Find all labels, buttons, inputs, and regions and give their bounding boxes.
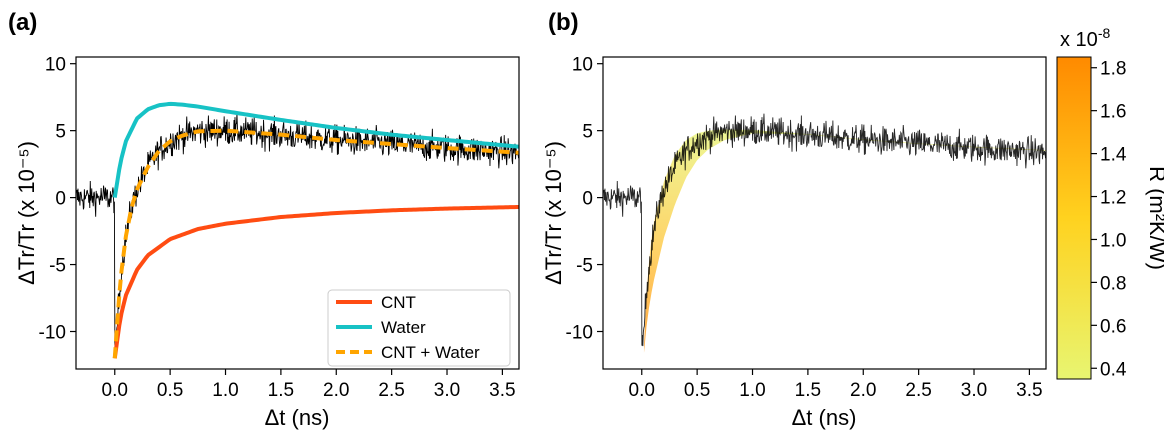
- panel-b-measured-data-line: [603, 113, 1046, 347]
- x-tick-label: 1.0: [212, 380, 238, 401]
- x-tick-label: 1.5: [268, 380, 294, 401]
- y-tick-label: -10: [39, 323, 66, 344]
- colorbar-multiplier-base: x 10: [1060, 29, 1098, 51]
- x-tick-label: 0.0: [629, 380, 655, 401]
- panel-a-ylabel: ΔTr/Tr (x 10⁻⁵): [14, 141, 39, 285]
- colorbar-gradient: [1056, 56, 1092, 380]
- colorbar-tick-label: 0.8: [1100, 273, 1126, 294]
- legend-label-cnt-water: CNT + Water: [381, 343, 480, 362]
- panel-b-frame: [602, 56, 1047, 370]
- panel-a-legend: CNT Water CNT + Water: [327, 289, 511, 367]
- panel-b-fit-range-band: [643, 129, 1046, 353]
- y-tick-label: 0: [582, 189, 593, 210]
- y-tick-label: 5: [582, 122, 593, 143]
- colorbar-multiplier-exp: -8: [1098, 25, 1111, 41]
- x-tick-label: 3.5: [489, 380, 515, 401]
- panel-a-ticks: 0.0 0.5 1.0 1.5 2.0 2.5 3.0 3.5 10 5 0 -5 -10: [39, 55, 516, 401]
- y-tick-label: 5: [55, 122, 66, 143]
- panel-b-plot-area: [603, 113, 1046, 353]
- legend-label-cnt: CNT: [381, 293, 416, 312]
- colorbar-tick-label: 1.8: [1100, 59, 1126, 80]
- panel-a-measured-data-line: [76, 113, 519, 347]
- colorbar-tick-label: 1.6: [1100, 102, 1126, 123]
- y-tick-label: 0: [55, 189, 66, 210]
- chart-panel-a: 0.0 0.5 1.0 1.5 2.0 2.5 3.0 3.5 10 5 0 -5 -10 Δt (ns…: [14, 55, 520, 430]
- x-tick-label: 2.5: [378, 380, 404, 401]
- x-tick-label: 2.5: [905, 380, 931, 401]
- x-tick-label: 0.5: [157, 380, 183, 401]
- colorbar-ticks: 0.4 0.6 0.8 1.0 1.2 1.4 1.6 1.8: [1091, 59, 1127, 380]
- cnt-curve: [112, 204, 519, 359]
- colorbar-tick-label: 1.4: [1100, 145, 1127, 166]
- x-tick-label: 1.0: [739, 380, 765, 401]
- x-tick-label: 2.0: [850, 380, 876, 401]
- panel-a-plot-area: [76, 101, 519, 359]
- colorbar-tick-label: 1.2: [1100, 188, 1126, 209]
- panel-b-ylabel: ΔTr/Tr (x 10⁻⁵): [541, 141, 566, 285]
- water-curve: [112, 101, 519, 198]
- panel-a-frame: [75, 56, 520, 370]
- x-tick-label: 2.0: [323, 380, 349, 401]
- y-tick-label: 10: [45, 55, 66, 76]
- x-tick-label: 1.5: [795, 380, 821, 401]
- colorbar-tick-label: 0.4: [1100, 359, 1127, 380]
- panel-b-xlabel: Δt (ns): [792, 405, 857, 430]
- x-tick-label: 3.0: [961, 380, 987, 401]
- y-tick-label: -10: [566, 323, 593, 344]
- colorbar-multiplier: x 10-8: [1060, 25, 1110, 51]
- y-tick-label: 10: [572, 55, 593, 76]
- panel-b-label: (b): [548, 9, 579, 36]
- legend-label-water: Water: [381, 318, 426, 337]
- colorbar-tick-label: 1.0: [1100, 230, 1126, 251]
- x-tick-label: 0.5: [684, 380, 710, 401]
- x-tick-label: 0.0: [102, 380, 128, 401]
- colorbar: 0.4 0.6 0.8 1.0 1.2 1.4 1.6 1.8 x 10-8 R (m²K/W…: [1056, 25, 1164, 380]
- chart-panel-b: 0.0 0.5 1.0 1.5 2.0 2.5 3.0 3.5 10 5 0 -5 -10 Δt (ns…: [541, 55, 1047, 430]
- panel-a-xlabel: Δt (ns): [265, 405, 330, 430]
- x-tick-label: 3.5: [1016, 380, 1042, 401]
- y-tick-label: -5: [49, 256, 66, 277]
- x-tick-label: 3.0: [434, 380, 460, 401]
- colorbar-label: R (m²K/W): [1145, 166, 1164, 270]
- panel-a-label: (a): [8, 9, 37, 36]
- legend-box: [327, 289, 511, 367]
- y-tick-label: -5: [576, 256, 593, 277]
- colorbar-tick-label: 0.6: [1100, 316, 1126, 337]
- cnt-water-fit-curve: [112, 128, 519, 359]
- panel-b-ticks: 0.0 0.5 1.0 1.5 2.0 2.5 3.0 3.5 10 5 0 -5 -10: [566, 55, 1043, 401]
